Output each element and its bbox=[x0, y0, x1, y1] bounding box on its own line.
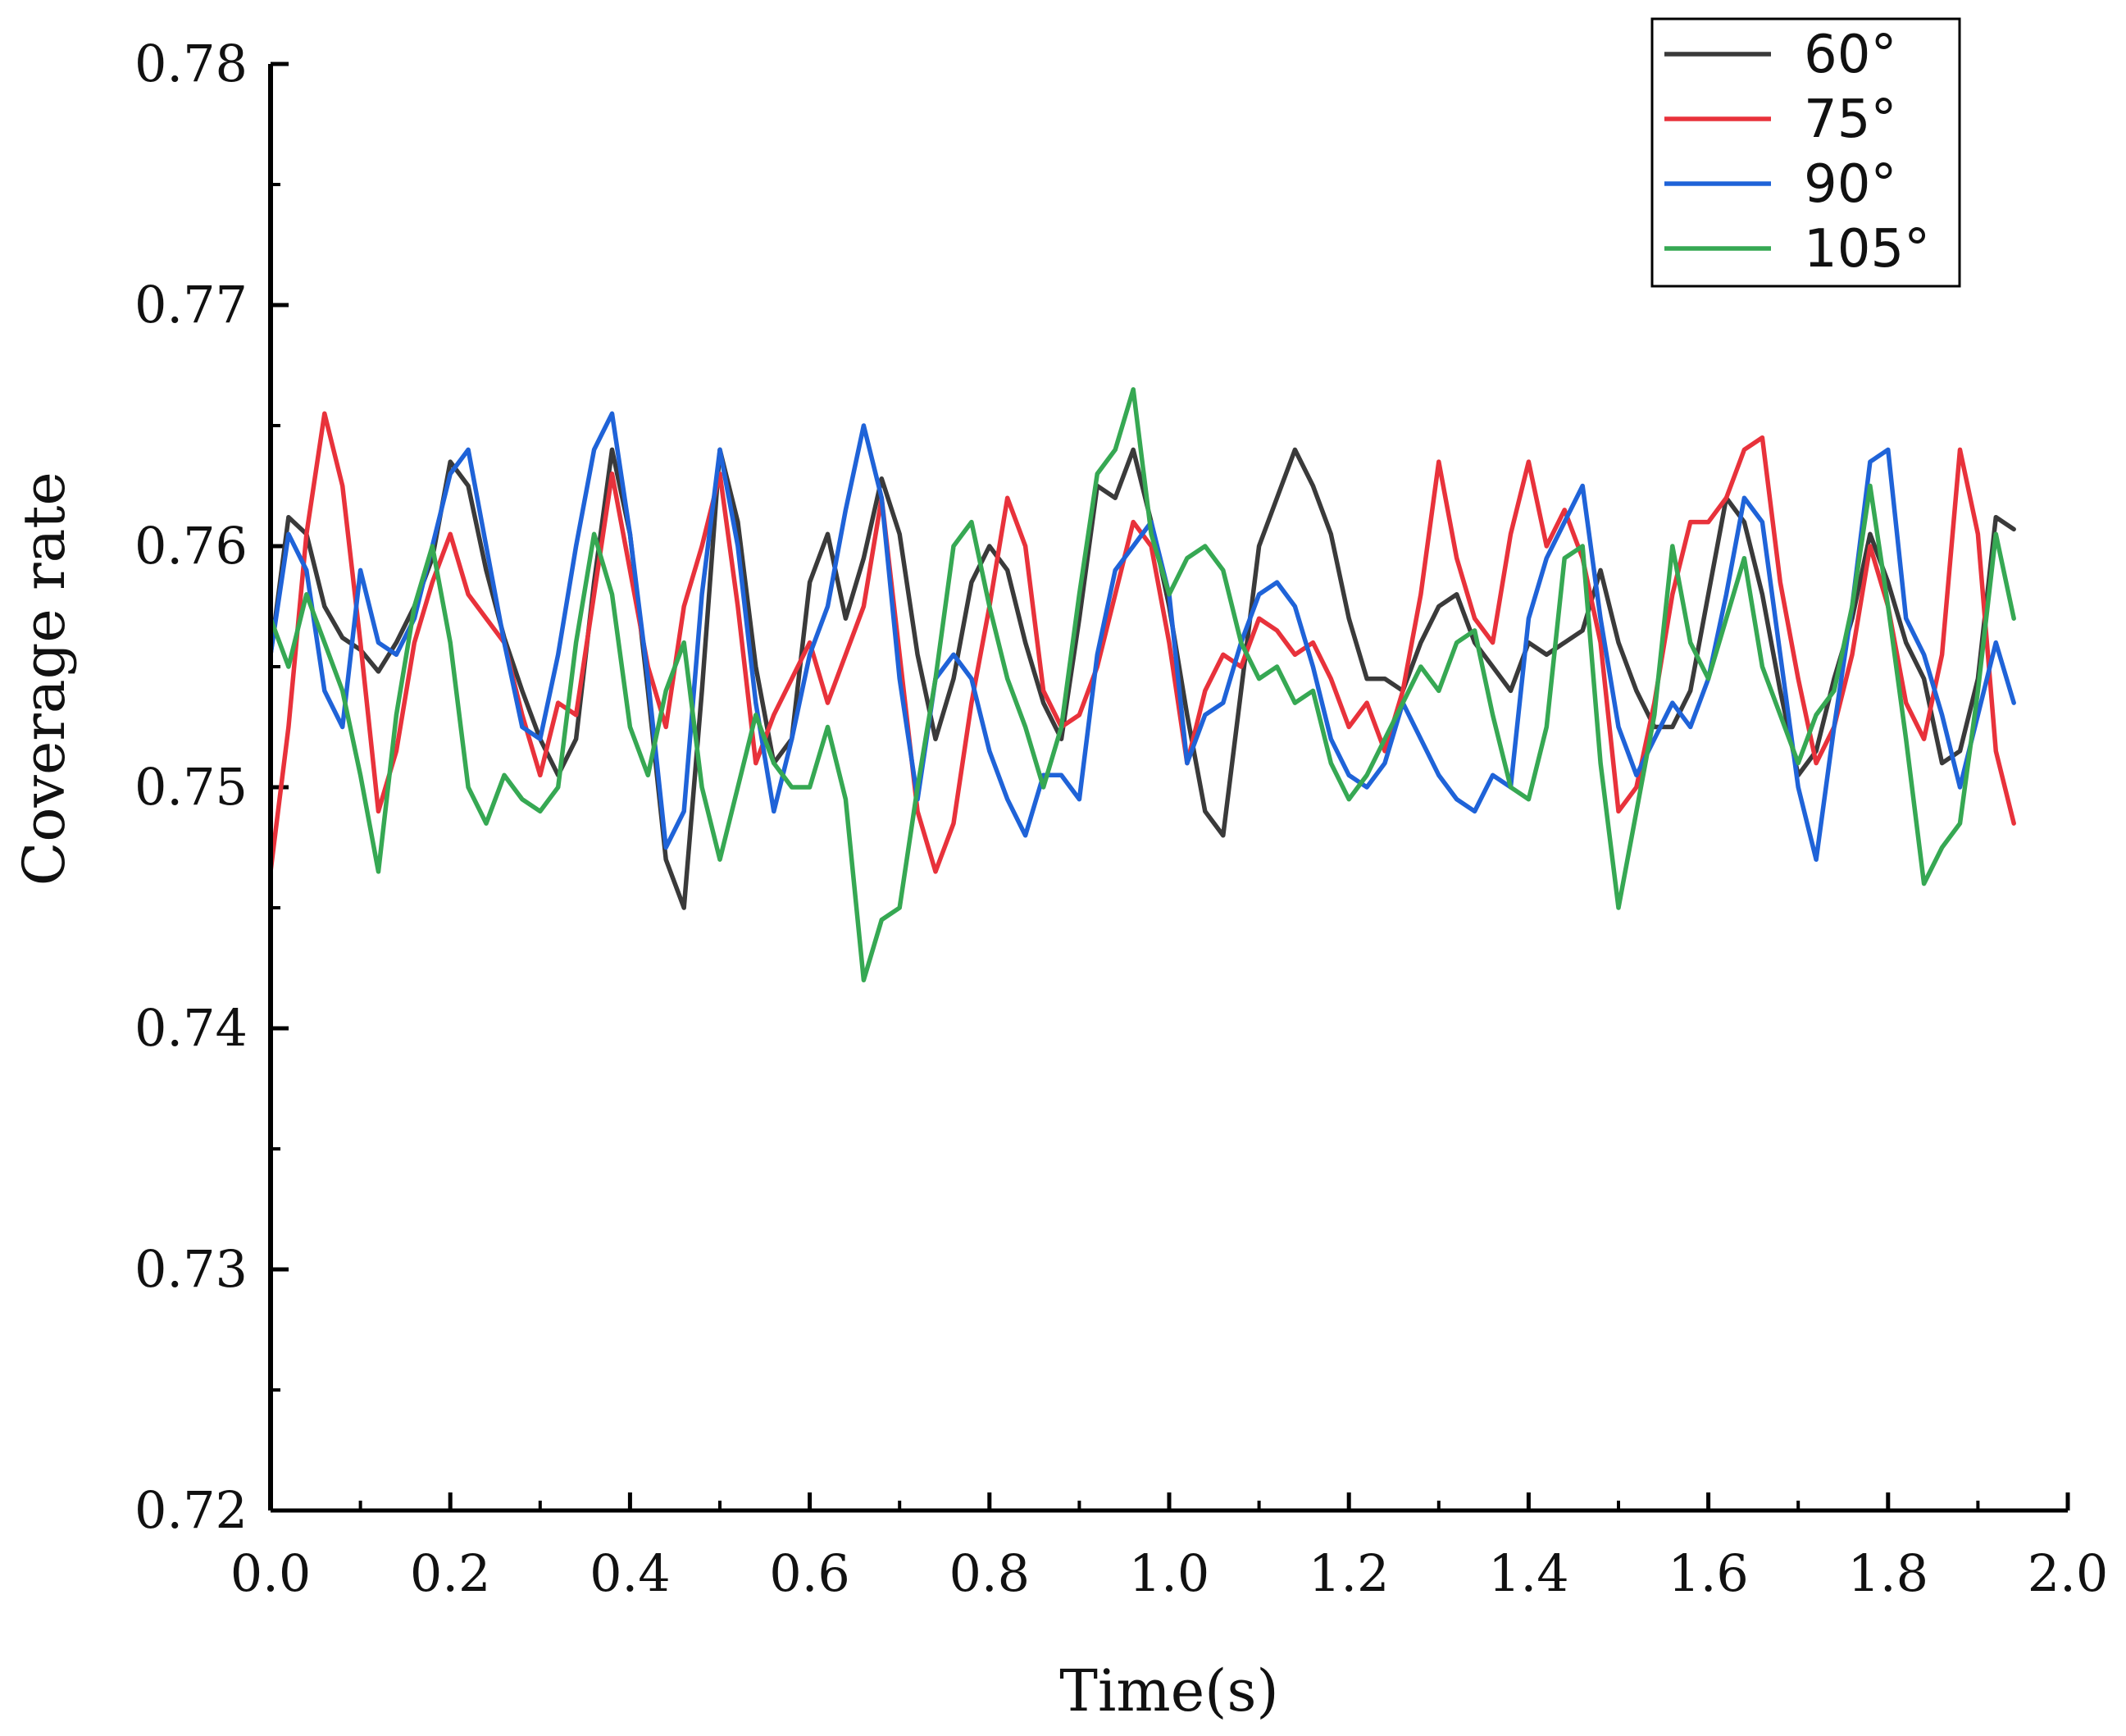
y-axis-title: Coverage rate bbox=[11, 472, 78, 886]
legend: 60°75°90°105° bbox=[1650, 17, 1961, 288]
tick-labels: 0.72 0.73 0.74 0.75 0.76 0.77 0.78 0.0 0.2 0.4 0.6… bbox=[134, 34, 2108, 1603]
y-tick-label: 0.74 bbox=[134, 998, 248, 1058]
y-tick-label: 0.77 bbox=[134, 275, 248, 335]
x-tick-label: 1.2 bbox=[1309, 1543, 1390, 1603]
legend-label: 60° bbox=[1804, 25, 1896, 85]
y-tick-label: 0.78 bbox=[134, 34, 248, 93]
x-tick-label: 0.2 bbox=[410, 1543, 491, 1603]
series-line-105 bbox=[268, 387, 2016, 982]
series-line-90 bbox=[268, 411, 2016, 862]
x-tick-label: 1.8 bbox=[1847, 1543, 1928, 1603]
x-tick-label: 1.4 bbox=[1488, 1543, 1569, 1603]
x-tick-label: 0.6 bbox=[769, 1543, 850, 1603]
x-axis-title: Time(s) bbox=[1059, 1657, 1278, 1725]
legend-label: 75° bbox=[1804, 89, 1896, 150]
x-tick-label: 1.0 bbox=[1129, 1543, 1210, 1603]
legend-label: 90° bbox=[1804, 154, 1896, 215]
series-layer bbox=[268, 387, 2016, 982]
x-tick-label: 2.0 bbox=[2028, 1543, 2109, 1603]
y-tick-label: 0.75 bbox=[134, 757, 248, 817]
x-tick-label: 0.4 bbox=[590, 1543, 671, 1603]
x-tick-label: 1.6 bbox=[1668, 1543, 1749, 1603]
legend-box bbox=[1650, 17, 1961, 288]
y-tick-label: 0.76 bbox=[134, 516, 248, 576]
legend-label: 105° bbox=[1804, 219, 1930, 280]
y-tick-label: 0.72 bbox=[134, 1480, 248, 1540]
y-tick-label: 0.73 bbox=[134, 1239, 248, 1299]
x-tick-label: 0.0 bbox=[230, 1543, 312, 1603]
axis-ticks bbox=[268, 62, 2070, 1513]
axes bbox=[268, 64, 2068, 1513]
x-tick-label: 0.8 bbox=[949, 1543, 1030, 1603]
